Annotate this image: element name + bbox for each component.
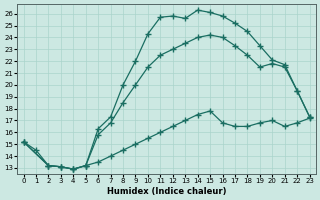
X-axis label: Humidex (Indice chaleur): Humidex (Indice chaleur) (107, 187, 226, 196)
